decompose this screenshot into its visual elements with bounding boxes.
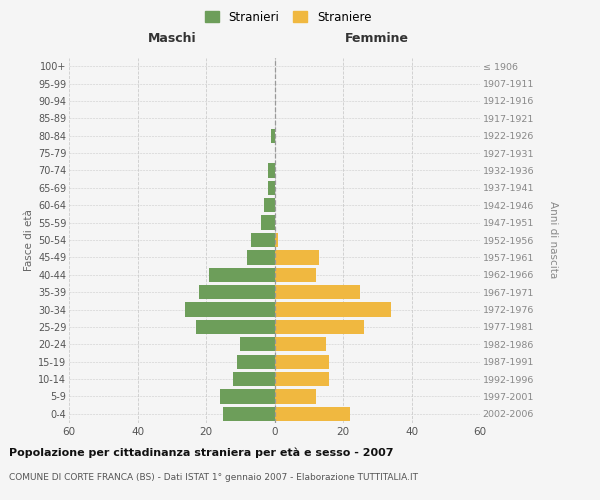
- Bar: [271, 128, 275, 143]
- Bar: [275, 390, 316, 404]
- Bar: [275, 268, 316, 282]
- Bar: [251, 233, 275, 247]
- Bar: [264, 198, 275, 212]
- Bar: [275, 285, 360, 300]
- Bar: [275, 337, 326, 351]
- Bar: [275, 233, 278, 247]
- Bar: [196, 320, 275, 334]
- Bar: [268, 164, 275, 177]
- Bar: [268, 180, 275, 195]
- Text: Femmine: Femmine: [345, 32, 409, 46]
- Y-axis label: Anni di nascita: Anni di nascita: [548, 202, 558, 278]
- Text: Maschi: Maschi: [148, 32, 196, 46]
- Bar: [199, 285, 275, 300]
- Bar: [185, 302, 275, 316]
- Y-axis label: Fasce di età: Fasce di età: [23, 209, 34, 271]
- Legend: Stranieri, Straniere: Stranieri, Straniere: [200, 6, 376, 28]
- Bar: [220, 390, 275, 404]
- Bar: [247, 250, 275, 264]
- Bar: [275, 320, 364, 334]
- Bar: [275, 406, 350, 421]
- Bar: [275, 372, 329, 386]
- Text: COMUNE DI CORTE FRANCA (BS) - Dati ISTAT 1° gennaio 2007 - Elaborazione TUTTITAL: COMUNE DI CORTE FRANCA (BS) - Dati ISTAT…: [9, 472, 418, 482]
- Bar: [209, 268, 275, 282]
- Bar: [275, 302, 391, 316]
- Bar: [275, 354, 329, 369]
- Bar: [240, 337, 275, 351]
- Bar: [233, 372, 275, 386]
- Text: Popolazione per cittadinanza straniera per età e sesso - 2007: Popolazione per cittadinanza straniera p…: [9, 448, 394, 458]
- Bar: [223, 406, 275, 421]
- Bar: [275, 250, 319, 264]
- Bar: [261, 216, 275, 230]
- Bar: [237, 354, 275, 369]
